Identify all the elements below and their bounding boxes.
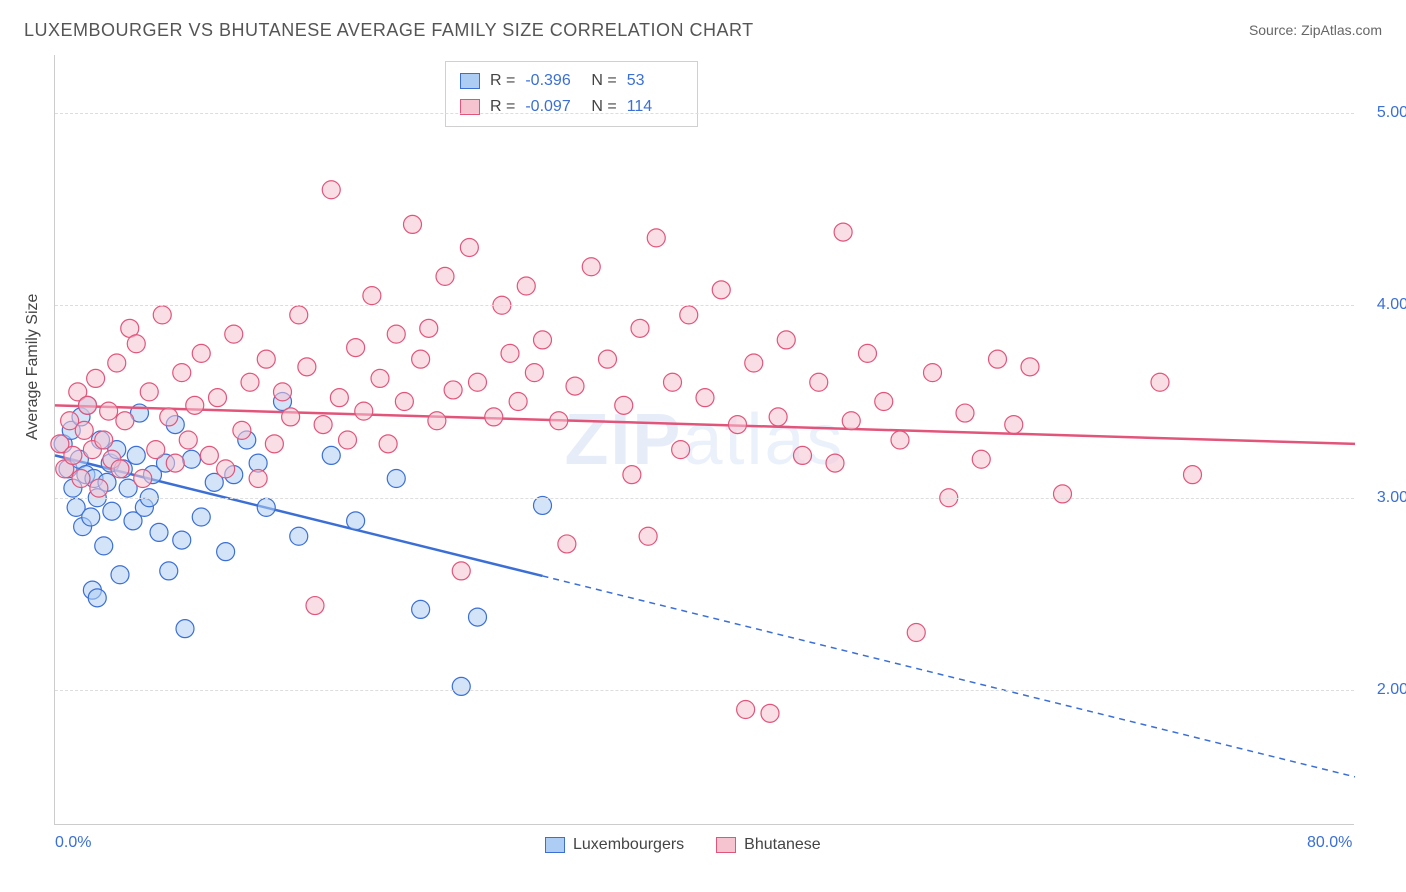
legend-swatch-bhu bbox=[716, 837, 736, 853]
n-value-bhu: 114 bbox=[627, 94, 683, 120]
y-tick-label: 4.00 bbox=[1360, 296, 1406, 314]
swatch-luxembourgers bbox=[460, 73, 480, 89]
grid-line bbox=[55, 305, 1354, 306]
n-label: N = bbox=[591, 94, 616, 120]
n-label: N = bbox=[591, 68, 616, 94]
legend: Luxembourgers Bhutanese bbox=[545, 836, 821, 854]
r-label: R = bbox=[490, 94, 515, 120]
legend-label-lux: Luxembourgers bbox=[573, 836, 684, 854]
grid-line bbox=[55, 498, 1354, 499]
chart-title: LUXEMBOURGER VS BHUTANESE AVERAGE FAMILY… bbox=[24, 20, 754, 41]
legend-swatch-lux bbox=[545, 837, 565, 853]
source-attribution: Source: ZipAtlas.com bbox=[1249, 22, 1382, 38]
stats-row-bhutanese: R = -0.097 N = 114 bbox=[460, 94, 683, 120]
y-tick-label: 2.00 bbox=[1360, 681, 1406, 699]
correlation-stats-box: R = -0.396 N = 53 R = -0.097 N = 114 bbox=[445, 61, 698, 127]
n-value-lux: 53 bbox=[627, 68, 683, 94]
x-tick-label: 0.0% bbox=[55, 834, 91, 852]
y-axis-title: Average Family Size bbox=[24, 294, 42, 440]
legend-label-bhu: Bhutanese bbox=[744, 836, 821, 854]
r-value-bhu: -0.097 bbox=[525, 94, 581, 120]
r-label: R = bbox=[490, 68, 515, 94]
x-tick-label: 80.0% bbox=[1307, 834, 1352, 852]
grid-line bbox=[55, 113, 1354, 114]
y-tick-label: 5.00 bbox=[1360, 104, 1406, 122]
grid-line bbox=[55, 690, 1354, 691]
legend-item-bhutanese: Bhutanese bbox=[716, 836, 821, 854]
plot-area: ZIPatlas R = -0.396 N = 53 R = -0.097 N … bbox=[54, 55, 1354, 825]
y-tick-label: 3.00 bbox=[1360, 489, 1406, 507]
r-value-lux: -0.396 bbox=[525, 68, 581, 94]
chart-container: LUXEMBOURGER VS BHUTANESE AVERAGE FAMILY… bbox=[0, 0, 1406, 892]
legend-item-luxembourgers: Luxembourgers bbox=[545, 836, 684, 854]
scatter-svg bbox=[55, 55, 1354, 824]
stats-row-luxembourgers: R = -0.396 N = 53 bbox=[460, 68, 683, 94]
